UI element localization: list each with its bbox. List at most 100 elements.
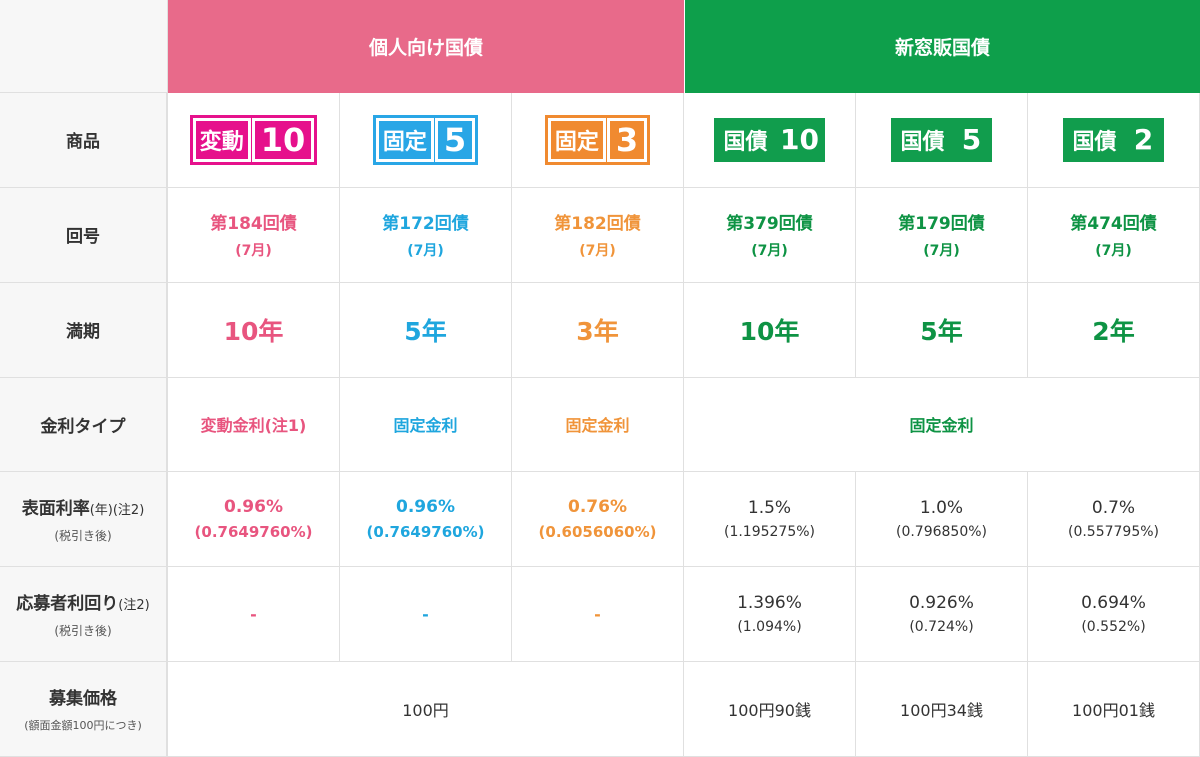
kokusai-10-logo: 国債 10 (714, 117, 825, 162)
rate-type-value: 変動金利(注1) (200, 416, 307, 436)
row-label-coupon-note: (年)(注2) (89, 503, 145, 519)
row-label-maturity: 満期 (0, 282, 168, 378)
price-value: 100円34銭 (900, 700, 983, 720)
coupon-cell-3: 0.76% (0.6056060%) (512, 472, 684, 568)
logo-number: 5 (957, 123, 986, 156)
logo-text: 国債 (1072, 129, 1117, 155)
maturity-value: 5年 (920, 316, 963, 346)
yield-after-tax: (1.094%) (737, 619, 802, 636)
maturity-cell-3: 3年 (512, 282, 684, 378)
row-label-yield-text: 応募者利回り (16, 594, 119, 615)
row-label-price-text: 募集価格 (49, 689, 117, 710)
price-value: 100円01銭 (1072, 700, 1155, 720)
row-label-product-text: 商品 (66, 132, 100, 153)
maturity-cell-5: 5年 (856, 282, 1028, 378)
yield-value: 0.926% (909, 593, 974, 614)
yield-cell-3: - (512, 567, 684, 663)
maturity-value: 2年 (1092, 316, 1135, 346)
yield-after-tax: (0.724%) (909, 619, 974, 636)
rate-type-cell-2: 固定金利 (340, 377, 512, 473)
issue-cell-2: 第172回債 (7月) (340, 187, 512, 283)
rate-type-value: 固定金利 (909, 416, 974, 436)
row-label-yield: 応募者利回り(注2) (税引き後) (0, 567, 168, 663)
price-cell-individual: 100円 (168, 662, 684, 757)
product-cell-3: 固定 3 (512, 93, 684, 188)
maturity-cell-2: 5年 (340, 282, 512, 378)
coupon-after-tax: (0.7649760%) (194, 523, 313, 542)
issue-name: 第474回債 (1070, 214, 1157, 235)
coupon-cell-1: 0.96% (0.7649760%) (168, 472, 340, 568)
coupon-cell-5: 1.0% (0.796850%) (856, 472, 1028, 568)
issue-month: (7月) (923, 243, 960, 260)
kokusai-2-logo: 国債 2 (1063, 117, 1164, 162)
row-label-rate-type: 金利タイプ (0, 377, 168, 473)
row-label-coupon-rate: 表面利率(年)(注2) (税引き後) (0, 472, 168, 568)
coupon-rate: 0.76% (568, 497, 627, 518)
coupon-rate: 0.7% (1091, 498, 1136, 519)
maturity-cell-1: 10年 (168, 282, 340, 378)
yield-cell-5: 0.926% (0.724%) (856, 567, 1028, 663)
coupon-cell-2: 0.96% (0.7649760%) (340, 472, 512, 568)
yield-value: - (594, 604, 601, 624)
yield-cell-6: 0.694% (0.552%) (1028, 567, 1200, 663)
corner-cell (0, 0, 168, 93)
row-label-issue: 回号 (0, 187, 168, 283)
yield-cell-1: - (168, 567, 340, 663)
row-label-price-sub: (額面金額100円につき) (24, 719, 142, 733)
maturity-cell-4: 10年 (684, 282, 856, 378)
yield-after-tax: (0.552%) (1081, 619, 1146, 636)
issue-month: (7月) (407, 243, 444, 260)
issue-month: (7月) (1095, 243, 1132, 260)
hendo-10-logo: 変動 10 (189, 114, 318, 165)
yield-value: 1.396% (737, 593, 802, 614)
coupon-rate: 1.0% (919, 498, 964, 519)
issue-name: 第184回債 (210, 214, 297, 235)
row-label-coupon-sub: (税引き後) (54, 529, 112, 544)
coupon-after-tax: (0.796850%) (895, 524, 988, 541)
row-label-issue-text: 回号 (66, 227, 100, 248)
logo-number: 10 (780, 123, 819, 157)
issue-cell-3: 第182回債 (7月) (512, 187, 684, 283)
rate-type-value: 固定金利 (393, 416, 458, 436)
kotei-5-logo: 固定 5 (372, 114, 479, 165)
product-cell-2: 固定 5 (340, 93, 512, 188)
product-cell-6: 国債 2 (1028, 93, 1200, 188)
header-individual-label: 個人向け国債 (368, 37, 483, 59)
logo-number: 10 (251, 117, 315, 162)
logo-text: 国債 (900, 129, 945, 155)
issue-cell-4: 第379回債 (7月) (684, 187, 856, 283)
row-label-maturity-text: 満期 (66, 322, 100, 343)
logo-number: 3 (606, 117, 648, 162)
logo-text: 国債 (723, 129, 768, 155)
price-value: 100円 (402, 700, 449, 720)
issue-name: 第182回債 (554, 214, 641, 235)
yield-value: - (422, 604, 429, 624)
maturity-value: 3年 (576, 316, 619, 346)
row-label-yield-note: (注2) (118, 598, 150, 614)
logo-text: 変動 (192, 117, 251, 162)
row-label-price: 募集価格 (額面金額100円につき) (0, 662, 168, 757)
issue-cell-1: 第184回債 (7月) (168, 187, 340, 283)
yield-value: 0.694% (1081, 593, 1146, 614)
price-value: 100円90銭 (728, 700, 811, 720)
coupon-cell-6: 0.7% (0.557795%) (1028, 472, 1200, 568)
coupon-after-tax: (0.557795%) (1067, 524, 1160, 541)
coupon-rate: 0.96% (396, 497, 455, 518)
logo-number: 2 (1129, 123, 1158, 156)
header-new-window-jgb: 新窓販国債 (684, 0, 1200, 93)
kotei-3-logo: 固定 3 (544, 114, 651, 165)
issue-name: 第379回債 (726, 214, 813, 235)
coupon-rate: 1.5% (747, 498, 792, 519)
issue-month: (7月) (235, 243, 272, 260)
maturity-value: 10年 (739, 316, 800, 346)
price-cell-6: 100円01銭 (1028, 662, 1200, 757)
coupon-after-tax: (1.195275%) (723, 524, 816, 541)
issue-cell-5: 第179回債 (7月) (856, 187, 1028, 283)
issue-name: 第172回債 (382, 214, 469, 235)
issue-month: (7月) (579, 243, 616, 260)
coupon-after-tax: (0.7649760%) (366, 523, 485, 542)
issue-name: 第179回債 (898, 214, 985, 235)
yield-value: - (250, 604, 257, 624)
price-cell-4: 100円90銭 (684, 662, 856, 757)
